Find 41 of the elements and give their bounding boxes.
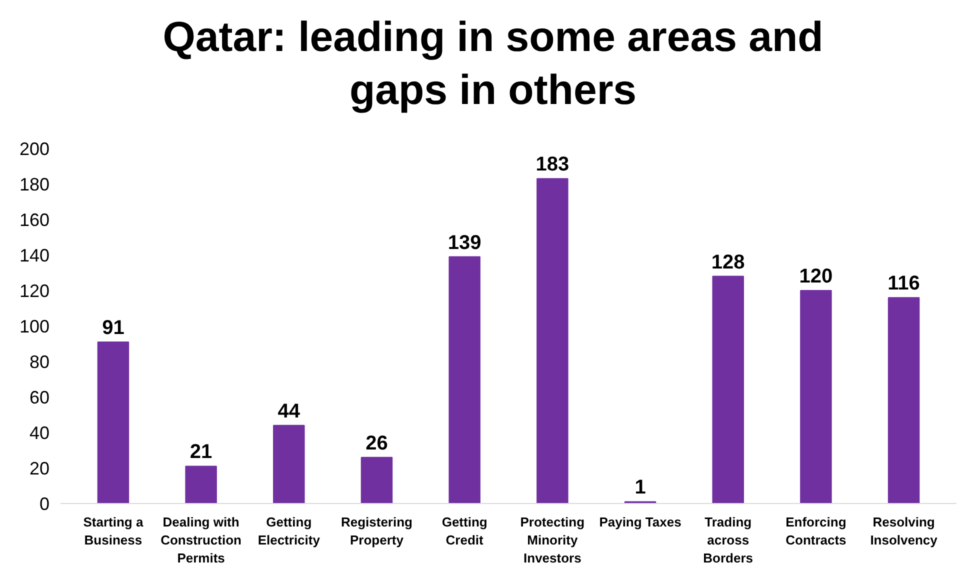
data-label: 128 xyxy=(711,251,745,274)
x-tick-label: Registering Property xyxy=(340,514,413,548)
bar xyxy=(185,466,217,504)
data-label: 183 xyxy=(536,154,570,176)
x-tick-label: Enforcing Contracts xyxy=(786,514,846,548)
y-tick-label: 60 xyxy=(29,388,50,408)
y-tick-label: 180 xyxy=(19,174,50,194)
bar xyxy=(888,297,920,504)
x-tick-label: Getting Credit xyxy=(442,514,488,548)
y-tick-label: 140 xyxy=(19,246,50,266)
y-tick-label: 80 xyxy=(29,352,50,372)
data-label: 44 xyxy=(278,400,301,422)
x-tick-label: Protecting Minority Investors xyxy=(520,514,585,566)
data-label: 139 xyxy=(448,232,482,254)
y-tick-label: 100 xyxy=(19,316,50,336)
bar xyxy=(360,456,393,504)
x-tick-label: Resolving Insolvency xyxy=(870,514,938,548)
data-label: 21 xyxy=(190,441,212,464)
y-tick-label: 40 xyxy=(29,423,50,443)
bar xyxy=(800,290,832,504)
data-label: 120 xyxy=(799,266,833,288)
y-tick-label: 120 xyxy=(19,281,50,301)
x-tick-label: Paying Taxes xyxy=(599,514,682,530)
x-tick-label: Dealing with Construction Permits xyxy=(160,514,242,566)
y-tick-label: 160 xyxy=(19,210,50,230)
bar xyxy=(712,276,744,504)
data-label: 26 xyxy=(366,432,388,454)
chart-title: Qatar: leading in some areas and gaps in others xyxy=(162,12,824,115)
x-tick-label: Starting a Business xyxy=(83,514,144,548)
bar xyxy=(536,178,568,504)
y-tick-label: 200 xyxy=(19,139,50,159)
x-tick-label: Getting Electricity xyxy=(258,514,321,548)
bar xyxy=(448,256,480,504)
data-label: 116 xyxy=(888,272,920,295)
y-tick-label: 0 xyxy=(39,494,50,514)
x-tick-label: Trading across Borders xyxy=(703,514,754,566)
data-label: 1 xyxy=(634,476,646,499)
y-tick-label: 20 xyxy=(29,458,50,478)
bar xyxy=(97,341,130,504)
bar xyxy=(273,424,305,504)
data-label: 91 xyxy=(102,316,124,339)
